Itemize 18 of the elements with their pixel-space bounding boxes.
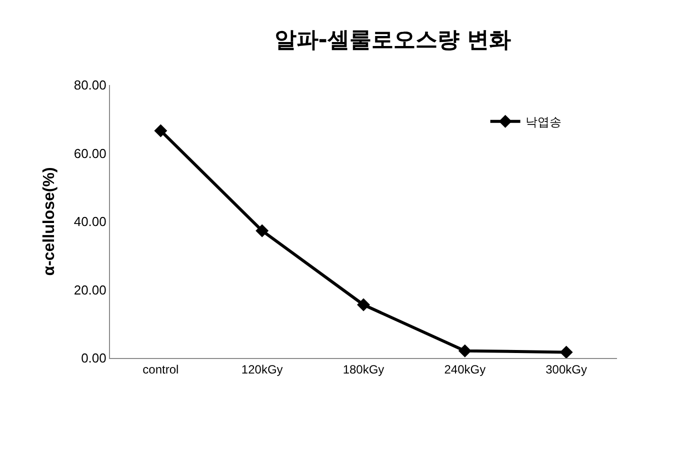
y-tick-label: 80.00 [74, 78, 106, 93]
point [256, 224, 269, 238]
x-tick-label: 120kGy [241, 362, 283, 376]
legend-label: 낙엽송 [525, 115, 562, 130]
y-axis-title: α-cellulose(%) [40, 167, 58, 276]
x-tick-label: 180kGy [342, 362, 384, 376]
point [154, 124, 168, 138]
y-tick-label: 40.00 [74, 214, 106, 230]
point [357, 298, 370, 312]
x-tick-label: 240kGy [444, 362, 486, 376]
y-tick-label: 20.00 [74, 282, 106, 298]
x-tick-label: 300kGy [546, 362, 587, 376]
x-tick-label: control [142, 362, 179, 376]
y-tick-label: 0.00 [81, 350, 106, 366]
point [560, 346, 573, 358]
chart-title: 알파-셀룰로오스량 변화 [274, 28, 512, 54]
point [458, 344, 472, 358]
y-tick-label: 60.00 [74, 146, 106, 161]
